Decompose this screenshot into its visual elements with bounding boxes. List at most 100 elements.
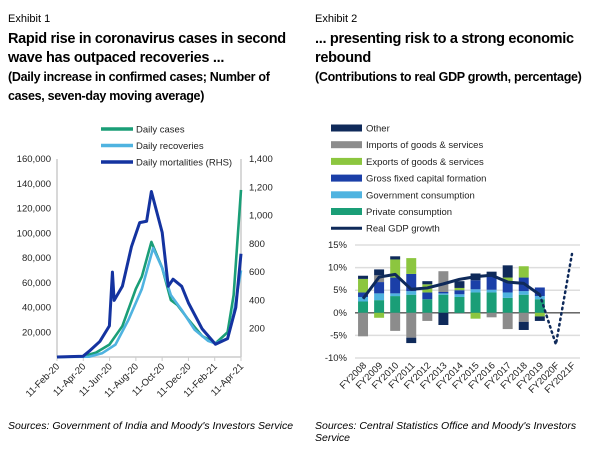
- bar-segment: [486, 276, 497, 290]
- legend-label: Daily mortalities (RHS): [136, 158, 232, 169]
- bar-segment: [438, 294, 449, 313]
- legend-swatch: [331, 191, 362, 199]
- bar-segment: [534, 299, 545, 313]
- bar-segment: [470, 280, 481, 290]
- y-tick-label: 15%: [328, 240, 348, 251]
- y-tick-label: 120,000: [17, 204, 51, 215]
- line-chart: 20,000 40,000 60,000 80,000 100,000 120,000 14…: [17, 125, 273, 401]
- bar-segment: [422, 312, 433, 321]
- bar-segment: [390, 277, 401, 294]
- y2-tick-label: 1,000: [249, 211, 273, 222]
- bar-segment: [534, 316, 545, 321]
- legend-label: Other: [366, 124, 390, 135]
- bar-segment: [454, 287, 465, 291]
- bar-segment: [422, 299, 433, 313]
- legend-label: Private consumption: [366, 207, 452, 218]
- y-tick-label: 20,000: [22, 327, 51, 338]
- bar-segment: [518, 312, 529, 322]
- bar-segment: [358, 292, 369, 297]
- bar-segment: [390, 293, 401, 297]
- legend-swatch: [331, 141, 362, 149]
- bar-segment: [438, 293, 449, 295]
- y-tick-label: 140,000: [17, 179, 51, 190]
- gdp-growth-line: [361, 272, 541, 300]
- y-tick-label: 80,000: [22, 253, 51, 264]
- exhibit-1: Exhibit 1 Rapid rise in coronavirus case…: [8, 13, 298, 432]
- chart-title: ... presenting risk to a strong economic…: [315, 30, 600, 87]
- bar-segment: [358, 312, 369, 337]
- bar-segment: [358, 275, 369, 279]
- bar-segment: [390, 312, 401, 331]
- legend-swatch: [331, 174, 362, 182]
- y2-tick-label: 800: [249, 239, 265, 250]
- bar-segment: [390, 296, 401, 313]
- bar-segment: [374, 293, 385, 301]
- bar-segment: [390, 256, 401, 260]
- bar-segment: [454, 296, 465, 313]
- bar-segment: [502, 292, 513, 298]
- bar-segment: [470, 292, 481, 313]
- y-tick-label: 0%: [333, 308, 347, 319]
- exhibit-2: Exhibit 2 ... presenting risk to a stron…: [300, 0, 600, 450]
- y2-tick-label: 400: [249, 295, 265, 306]
- bar-segment: [486, 292, 497, 313]
- y2-tick-label: 1,200: [249, 182, 273, 193]
- bar-segment: [518, 266, 529, 278]
- bar-segment: [422, 281, 433, 285]
- bar-segment: [406, 337, 417, 344]
- bar-segment: [502, 312, 513, 330]
- bar-segment: [534, 296, 545, 300]
- y2-tick-label: 600: [249, 267, 265, 278]
- bar-segment: [518, 321, 529, 330]
- bar-segment: [518, 291, 529, 295]
- exhibit-label: Exhibit 1: [8, 13, 51, 25]
- legend-label: Imports of goods & services: [366, 140, 483, 151]
- bar-segment: [502, 265, 513, 278]
- bar-segment: [406, 258, 417, 274]
- source-note: Sources: Government of India and Moody's…: [8, 420, 294, 432]
- bar-chart: -10%-5%0%5%10%15%FY2008FY2009FY2010FY201…: [325, 124, 580, 396]
- bar-segment: [358, 301, 369, 313]
- bar-segment: [502, 281, 513, 293]
- bar-segment: [454, 294, 465, 297]
- y-tick-label: 160,000: [17, 154, 51, 165]
- exhibit-label: Exhibit 2: [315, 13, 358, 25]
- legend-label: Gross fixed capital formation: [366, 174, 486, 185]
- y-tick-label: 5%: [333, 285, 347, 296]
- y-tick-label: -10%: [325, 353, 348, 364]
- bar-segment: [374, 300, 385, 313]
- bar-segment: [502, 297, 513, 313]
- bar-segment: [406, 291, 417, 295]
- bar-segment: [374, 269, 385, 276]
- y2-tick-label: 200: [249, 324, 265, 335]
- bar-segment: [422, 292, 433, 300]
- bar-segment: [358, 296, 369, 302]
- bar-segment: [534, 312, 545, 317]
- bar-segment: [438, 312, 449, 326]
- chart-subtitle: (Daily increase in confirmed cases; Numb…: [8, 70, 270, 103]
- legend-swatch: [331, 208, 362, 215]
- bar-segment: [454, 281, 465, 288]
- bar-segment: [438, 292, 449, 294]
- source-note: Sources: Central Statistics Office and M…: [315, 420, 577, 444]
- bar-segment: [486, 289, 497, 293]
- bar-segment: [406, 312, 417, 338]
- legend-label: Daily cases: [136, 125, 185, 136]
- bar-segment: [486, 312, 497, 318]
- bar-segment: [518, 294, 529, 313]
- legend-label: Government consumption: [366, 190, 475, 201]
- bar-segment: [374, 282, 385, 294]
- bar-segment: [358, 278, 369, 293]
- chart-subtitle: (Contributions to real GDP growth, perce…: [315, 70, 582, 84]
- bar-segment: [502, 277, 513, 282]
- bar-segment: [454, 290, 465, 295]
- y-tick-label: -5%: [330, 330, 347, 341]
- legend-swatch: [331, 124, 362, 132]
- y-tick-label: 60,000: [22, 278, 51, 289]
- y-tick-label: 100,000: [17, 228, 51, 239]
- legend-label: Real GDP growth: [366, 224, 440, 235]
- y-tick-label: 10%: [328, 263, 348, 274]
- bar-segment: [406, 294, 417, 313]
- bar-segment: [470, 289, 481, 293]
- chart-title: Rapid rise in coronavirus cases in secon…: [8, 30, 298, 106]
